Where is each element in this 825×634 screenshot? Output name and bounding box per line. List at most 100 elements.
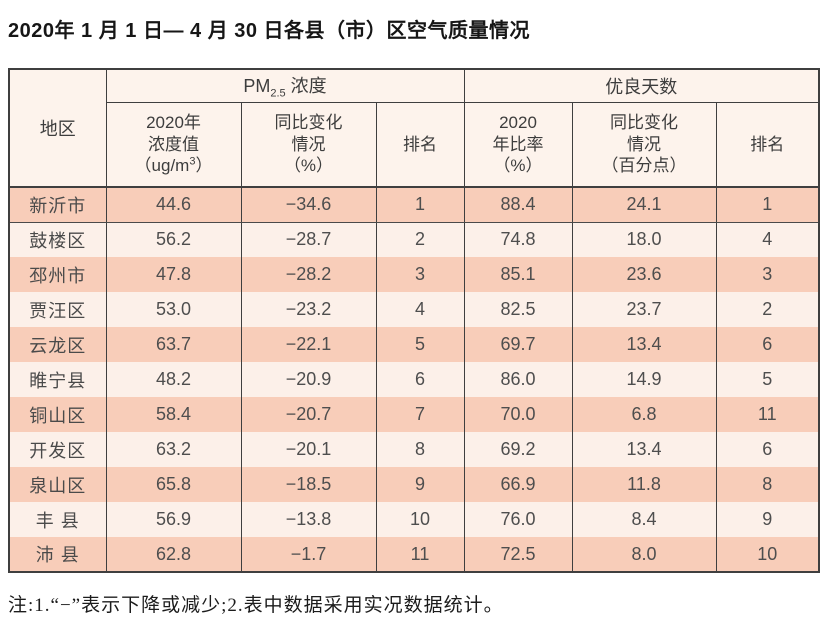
- pm-value-cell: 63.7: [105, 327, 242, 362]
- pm-rank-cell: 6: [375, 362, 465, 397]
- pm-rank-cell: 1: [375, 187, 465, 223]
- page-title: 2020年 1 月 1 日— 4 月 30 日各县（市）区空气质量情况: [8, 20, 531, 42]
- pm-value-column-header: 2020年 浓度值 （ug/m3）: [105, 102, 242, 188]
- pm-rank-column-header: 排名: [375, 102, 465, 188]
- days-change-cell: 8.4: [571, 502, 717, 537]
- region-cell: 泉山区: [8, 467, 107, 502]
- pm-change-column-header: 同比变化 情况 （%）: [240, 102, 377, 188]
- table-row: 睢宁县 48.2 −20.9 6 86.0 14.9 5: [8, 362, 820, 397]
- pm-value-cell: 53.0: [105, 292, 242, 327]
- table-row: 开发区 63.2 −20.1 8 69.2 13.4 6: [8, 432, 820, 467]
- days-rate-column-header: 2020 年比率 （%）: [463, 102, 573, 188]
- pm-rank-cell: 3: [375, 257, 465, 292]
- pm-change-cell: −23.2: [240, 292, 377, 327]
- table-row: 邳州市 47.8 −28.2 3 85.1 23.6 3: [8, 257, 820, 292]
- region-column-header: 地区: [8, 69, 107, 188]
- pm-change-cell: −28.7: [240, 222, 377, 257]
- table-footnote: 注:1.“−”表示下降或减少;2.表中数据采用实况数据统计。: [8, 595, 504, 616]
- region-cell: 铜山区: [8, 397, 107, 432]
- days-rank-cell: 6: [715, 432, 820, 467]
- pm-value-cell: 47.8: [105, 257, 242, 292]
- days-rank-cell: 3: [715, 257, 820, 292]
- days-rank-cell: 8: [715, 467, 820, 502]
- table-body: 新沂市 44.6 −34.6 1 88.4 24.1 1 鼓楼区 56.2 −2…: [8, 187, 820, 572]
- days-rank-column-header: 排名: [715, 102, 820, 188]
- pm-change-cell: −34.6: [240, 187, 377, 223]
- pm-rank-cell: 7: [375, 397, 465, 432]
- days-rank-cell: 10: [715, 537, 820, 572]
- pm-rank-cell: 8: [375, 432, 465, 467]
- region-cell: 云龙区: [8, 327, 107, 362]
- pm-change-cell: −20.1: [240, 432, 377, 467]
- region-cell: 贾汪区: [8, 292, 107, 327]
- pm-change-cell: −28.2: [240, 257, 377, 292]
- days-change-column-header: 同比变化 情况 （百分点）: [571, 102, 717, 188]
- good-days-group-header: 优良天数: [463, 69, 820, 103]
- pm-rank-cell: 4: [375, 292, 465, 327]
- days-change-cell: 13.4: [571, 432, 717, 467]
- pm-rank-cell: 9: [375, 467, 465, 502]
- table-row: 沛 县 62.8 −1.7 11 72.5 8.0 10: [8, 537, 820, 572]
- days-rank-cell: 1: [715, 187, 820, 223]
- region-cell: 沛 县: [8, 537, 107, 572]
- pm-rank-cell: 10: [375, 502, 465, 537]
- table-row: 贾汪区 53.0 −23.2 4 82.5 23.7 2: [8, 292, 820, 327]
- pm25-group-header: PM2.5 浓度: [105, 69, 465, 103]
- region-cell: 丰 县: [8, 502, 107, 537]
- pm-value-cell: 62.8: [105, 537, 242, 572]
- days-change-cell: 14.9: [571, 362, 717, 397]
- days-change-cell: 24.1: [571, 187, 717, 223]
- table-row: 铜山区 58.4 −20.7 7 70.0 6.8 11: [8, 397, 820, 432]
- pm-rank-cell: 2: [375, 222, 465, 257]
- table-row: 新沂市 44.6 −34.6 1 88.4 24.1 1: [8, 187, 820, 223]
- pm-value-cell: 63.2: [105, 432, 242, 467]
- days-change-cell: 18.0: [571, 222, 717, 257]
- days-change-cell: 11.8: [571, 467, 717, 502]
- pm-change-cell: −13.8: [240, 502, 377, 537]
- region-cell: 睢宁县: [8, 362, 107, 397]
- days-rate-cell: 69.7: [463, 327, 573, 362]
- pm-change-cell: −20.7: [240, 397, 377, 432]
- days-rate-cell: 88.4: [463, 187, 573, 223]
- table-row: 泉山区 65.8 −18.5 9 66.9 11.8 8: [8, 467, 820, 502]
- pm-change-cell: −1.7: [240, 537, 377, 572]
- pm-value-cell: 48.2: [105, 362, 242, 397]
- days-change-cell: 6.8: [571, 397, 717, 432]
- table-row: 鼓楼区 56.2 −28.7 2 74.8 18.0 4: [8, 222, 820, 257]
- air-quality-table: 地区 PM2.5 浓度 优良天数 2020年 浓度值 （ug/m3） 同比变化 …: [8, 68, 821, 573]
- days-rank-cell: 4: [715, 222, 820, 257]
- pm-value-cell: 58.4: [105, 397, 242, 432]
- days-change-cell: 23.6: [571, 257, 717, 292]
- days-rate-cell: 69.2: [463, 432, 573, 467]
- days-rate-cell: 66.9: [463, 467, 573, 502]
- days-rank-cell: 11: [715, 397, 820, 432]
- days-rank-cell: 9: [715, 502, 820, 537]
- pm-change-cell: −22.1: [240, 327, 377, 362]
- pm-value-cell: 44.6: [105, 187, 242, 223]
- days-change-cell: 23.7: [571, 292, 717, 327]
- pm-change-cell: −18.5: [240, 467, 377, 502]
- table-row: 丰 县 56.9 −13.8 10 76.0 8.4 9: [8, 502, 820, 537]
- pm25-group-label: PM2.5 浓度: [243, 75, 327, 100]
- pm-value-cell: 65.8: [105, 467, 242, 502]
- pm-rank-cell: 11: [375, 537, 465, 572]
- days-rate-cell: 70.0: [463, 397, 573, 432]
- pm-value-cell: 56.9: [105, 502, 242, 537]
- region-cell: 邳州市: [8, 257, 107, 292]
- days-rate-cell: 76.0: [463, 502, 573, 537]
- days-rate-cell: 74.8: [463, 222, 573, 257]
- table-header: 地区 PM2.5 浓度 优良天数 2020年 浓度值 （ug/m3） 同比变化 …: [8, 69, 820, 188]
- pm25-subscript: 2.5: [270, 87, 286, 100]
- cubic-superscript: 3: [189, 155, 196, 168]
- days-change-cell: 13.4: [571, 327, 717, 362]
- days-change-cell: 8.0: [571, 537, 717, 572]
- pm-value-cell: 56.2: [105, 222, 242, 257]
- days-rate-cell: 86.0: [463, 362, 573, 397]
- pm-rank-cell: 5: [375, 327, 465, 362]
- days-rank-cell: 6: [715, 327, 820, 362]
- region-cell: 开发区: [8, 432, 107, 467]
- pm-change-cell: −20.9: [240, 362, 377, 397]
- days-rank-cell: 2: [715, 292, 820, 327]
- region-cell: 鼓楼区: [8, 222, 107, 257]
- sub-header-row: 2020年 浓度值 （ug/m3） 同比变化 情况 （%） 排名 2020 年比…: [9, 102, 820, 188]
